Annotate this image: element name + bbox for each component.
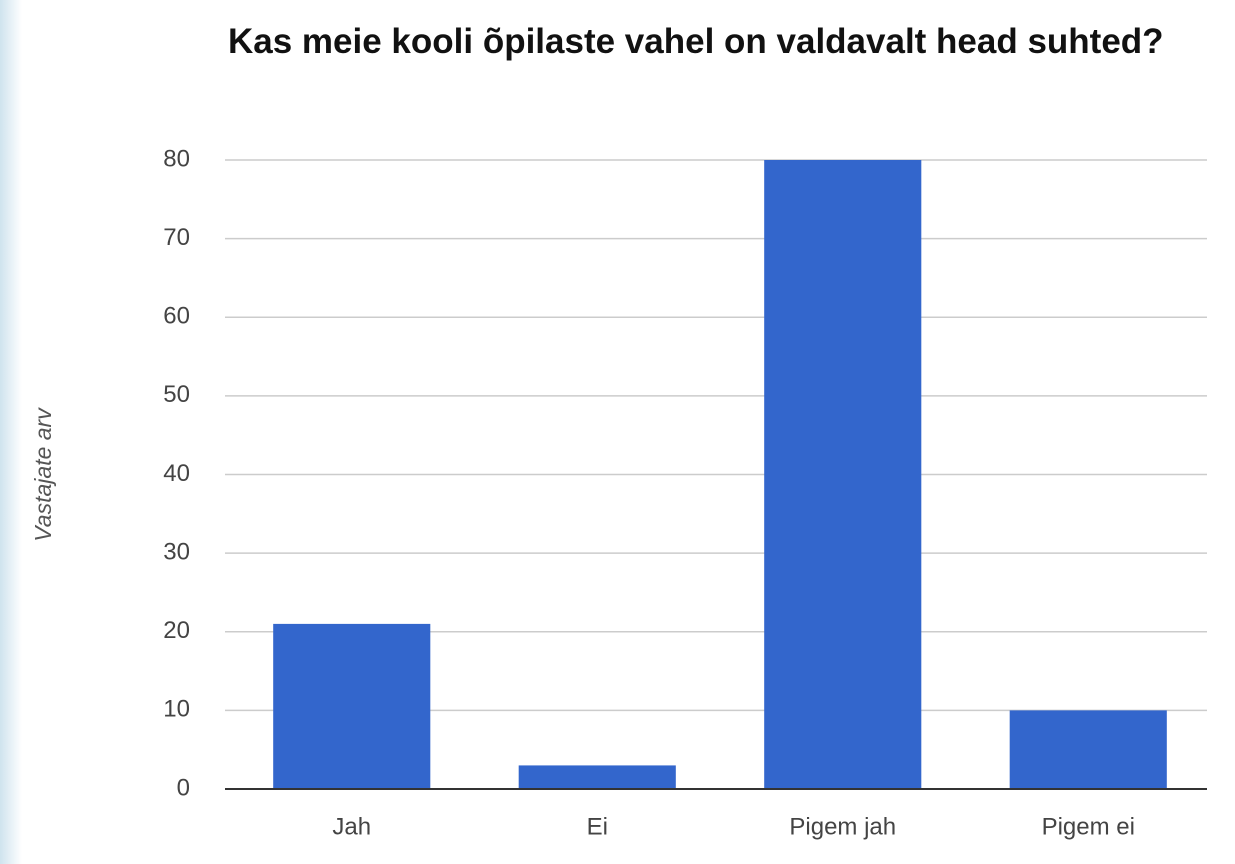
y-tick-label: 10 [163, 696, 190, 723]
bar [764, 160, 922, 789]
y-tick-label: 0 [177, 774, 190, 801]
bar [273, 623, 431, 789]
bar [1009, 710, 1167, 789]
bar [518, 765, 676, 789]
x-tick-label: Pigem jah [789, 813, 896, 840]
y-tick-label: 30 [163, 538, 190, 565]
x-tick-label: Ei [587, 813, 608, 840]
y-tick-label: 60 [163, 303, 190, 330]
y-tick-label: 70 [163, 224, 190, 251]
chart-title: Kas meie kooli õpilaste vahel on valdava… [228, 22, 1164, 61]
y-tick-label: 20 [163, 617, 190, 644]
y-tick-label: 50 [163, 381, 190, 408]
x-tick-label: Pigem ei [1042, 813, 1135, 840]
y-tick-label: 80 [163, 145, 190, 172]
x-tick-label: Jah [332, 813, 371, 840]
edge-decoration [0, 0, 22, 864]
y-axis-label: Vastajate arv [30, 407, 56, 542]
y-tick-label: 40 [163, 460, 190, 487]
